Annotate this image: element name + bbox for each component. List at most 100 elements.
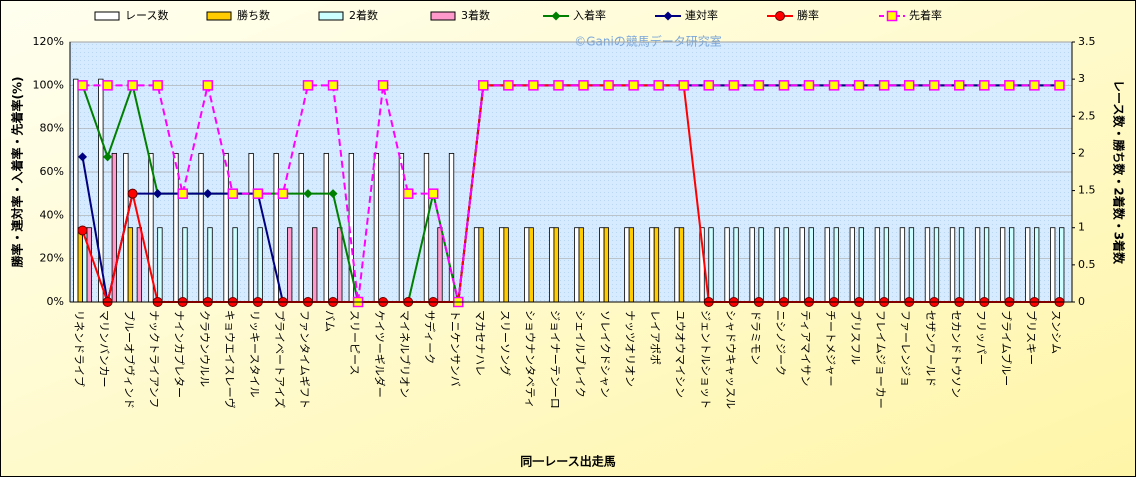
x-tick-label: ジェントルショット [699, 310, 712, 409]
legend-label: レース数 [125, 9, 168, 22]
bar [799, 227, 805, 303]
line-marker [303, 189, 313, 199]
line-marker [78, 152, 88, 162]
line-marker [277, 188, 289, 199]
y-tick-label: 80% [40, 122, 64, 135]
x-tick-label: ドラミモン [749, 310, 762, 365]
x-tick-label: フレイムジョーカー [874, 310, 887, 409]
bar [73, 78, 79, 303]
bar [908, 227, 915, 303]
bar [248, 153, 254, 303]
bar [949, 227, 956, 303]
line-marker [427, 188, 439, 199]
bar [86, 227, 92, 303]
y2-tick-label: 1 [1078, 221, 1085, 234]
legend-swatch [206, 11, 232, 21]
bar [1050, 227, 1056, 303]
y2-tick-label: 3 [1078, 72, 1085, 85]
x-tick-label: ブライムブルー [999, 310, 1013, 386]
x-tick-label: ブルーオブヴィンド [123, 310, 137, 409]
x-tick-label: マイネルブリオン [398, 310, 412, 398]
bar [883, 227, 890, 303]
x-tick-label: プライベートアイズ [273, 310, 287, 408]
bar [1059, 227, 1065, 303]
bar [503, 227, 509, 303]
bar [437, 227, 443, 303]
line-marker [77, 225, 88, 236]
x-tick-label: シェイルブレイク [574, 310, 588, 398]
bar [758, 227, 764, 303]
line-marker [102, 80, 113, 91]
line-marker [728, 80, 740, 91]
legend-label: 連対率 [685, 8, 718, 22]
line-marker [528, 80, 539, 91]
y2-axis-title: レース数・勝ち数・2着数・3着数 [1112, 80, 1127, 265]
bar [628, 227, 635, 303]
y2-tick-label: 0 [1078, 295, 1085, 308]
legend-swatch [430, 11, 456, 21]
bar [232, 227, 238, 303]
y2-tick-label: 0.5 [1078, 258, 1096, 271]
bar [624, 227, 630, 303]
y2-tick-label: 3.5 [1078, 35, 1096, 48]
legend-marker [551, 11, 561, 21]
line [82, 84, 1060, 303]
bar [77, 227, 83, 303]
x-axis-title: 同一レース出走馬 [520, 454, 615, 469]
x-tick-label: ソレイクドシャン [599, 310, 612, 398]
bar [749, 227, 755, 303]
x-tick-label: マリンバンカー [98, 310, 111, 388]
bar [808, 227, 814, 303]
line-marker [954, 80, 965, 91]
legend-label: 先着率 [909, 8, 942, 22]
bar [774, 227, 780, 303]
bar [983, 227, 990, 303]
bar [182, 227, 188, 303]
bar [257, 227, 263, 303]
bar [653, 227, 660, 303]
line-marker [1054, 80, 1065, 91]
x-tick-label: スンシム [1049, 310, 1062, 354]
x-tick-label: バム [323, 310, 336, 332]
line-marker [328, 189, 338, 199]
legend-label: 3着数 [461, 8, 490, 22]
line-marker [628, 80, 639, 91]
x-tick-label: ジョイナーテンーロ [548, 310, 561, 409]
bar [899, 227, 906, 303]
y2-tick-label: 2.5 [1078, 109, 1096, 122]
line-marker [127, 188, 138, 199]
line-marker [77, 80, 88, 91]
x-tick-label: マカセナハレ [473, 310, 486, 376]
x-tick-label: クラウンウルル [198, 310, 211, 387]
bar [833, 227, 839, 303]
legend-label: 2着数 [349, 8, 378, 22]
x-tick-label: ナックトライアンフ [148, 310, 161, 408]
x-tick-label: キョウエイスレーヴ [223, 310, 237, 409]
bar [783, 227, 789, 303]
x-tick-label: ニシノジーク [774, 310, 787, 376]
bar [473, 227, 480, 303]
line-marker [503, 80, 514, 91]
x-tick-label: ケイツーギルダー [373, 310, 387, 398]
line-marker [202, 80, 214, 91]
line-marker [853, 80, 865, 91]
bar [312, 227, 318, 303]
bar [323, 153, 329, 303]
line-marker [703, 80, 715, 91]
line-marker [152, 80, 163, 91]
legend-label: 勝率 [797, 8, 819, 22]
bar [674, 227, 680, 303]
line-marker [103, 152, 113, 162]
x-tick-label: セカンドトウソン [949, 310, 962, 398]
line-marker [578, 80, 589, 91]
bar [999, 227, 1006, 303]
line-marker [377, 80, 389, 91]
bar [136, 227, 143, 303]
bar [933, 227, 940, 303]
x-tick-label: ティアマイサン [799, 310, 812, 386]
bar [824, 227, 830, 303]
bar [599, 227, 605, 303]
line-marker [653, 80, 664, 91]
bar [708, 227, 714, 303]
